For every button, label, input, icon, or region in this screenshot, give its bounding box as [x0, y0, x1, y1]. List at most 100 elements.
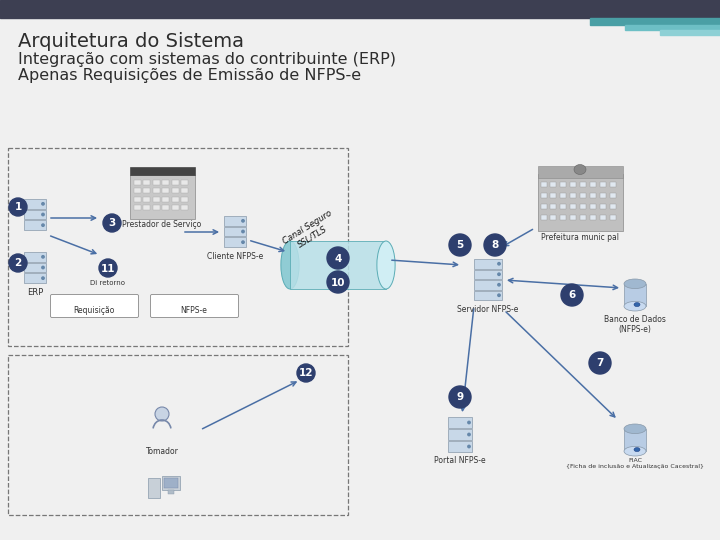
Bar	[624, 284, 646, 306]
Bar	[24, 262, 46, 272]
Text: Portal NFPS-e: Portal NFPS-e	[434, 456, 486, 465]
Text: ERP: ERP	[27, 288, 43, 297]
Bar	[143, 188, 150, 193]
Circle shape	[9, 198, 27, 216]
Bar	[143, 180, 150, 185]
Bar	[162, 205, 169, 211]
Bar	[171, 188, 179, 193]
Bar	[580, 215, 586, 220]
Bar	[600, 193, 606, 198]
Circle shape	[42, 213, 44, 215]
Bar	[168, 490, 174, 494]
Bar	[625, 25, 720, 30]
Bar	[181, 205, 188, 211]
Bar	[24, 252, 46, 262]
Bar	[171, 180, 179, 185]
Bar	[171, 197, 179, 202]
Bar	[133, 197, 140, 202]
Text: Canal Seguro
SSL/TLS: Canal Seguro SSL/TLS	[281, 209, 339, 255]
Text: 10: 10	[330, 278, 346, 287]
Text: 2: 2	[14, 259, 22, 268]
Text: 5: 5	[456, 240, 464, 251]
Circle shape	[42, 202, 44, 205]
Bar	[143, 197, 150, 202]
Bar	[474, 280, 502, 289]
Circle shape	[42, 224, 44, 226]
Bar	[24, 273, 46, 283]
Circle shape	[103, 214, 121, 232]
Bar	[153, 188, 160, 193]
Bar	[153, 180, 160, 185]
Bar	[181, 180, 188, 185]
Text: Prefeitura munic pal: Prefeitura munic pal	[541, 233, 619, 242]
Bar	[224, 227, 246, 237]
Text: Cliente NFPS-e: Cliente NFPS-e	[207, 252, 263, 261]
Text: 3: 3	[109, 219, 116, 228]
Text: 6: 6	[568, 291, 575, 300]
Bar	[550, 193, 557, 198]
Bar	[181, 197, 188, 202]
Bar	[8, 355, 348, 515]
Bar	[171, 205, 179, 211]
Bar	[133, 188, 140, 193]
Bar	[474, 291, 502, 300]
Circle shape	[242, 241, 244, 244]
Bar	[660, 30, 720, 35]
Circle shape	[468, 421, 470, 424]
Circle shape	[99, 259, 117, 277]
Bar	[624, 429, 646, 451]
Circle shape	[242, 220, 244, 222]
Bar	[610, 181, 616, 186]
Ellipse shape	[624, 301, 646, 311]
Circle shape	[498, 284, 500, 286]
Bar	[550, 215, 557, 220]
Bar	[224, 238, 246, 247]
Bar	[24, 210, 46, 219]
Circle shape	[498, 294, 500, 296]
Bar	[600, 204, 606, 209]
Bar	[570, 193, 576, 198]
Bar	[550, 204, 557, 209]
Bar	[181, 188, 188, 193]
Bar	[610, 193, 616, 198]
Text: Prestador de Serviço: Prestador de Serviço	[122, 220, 202, 229]
Text: 1: 1	[14, 202, 22, 213]
Circle shape	[449, 386, 471, 408]
Bar	[164, 478, 178, 488]
Circle shape	[449, 234, 471, 256]
Bar	[570, 181, 576, 186]
Bar	[162, 188, 169, 193]
Circle shape	[468, 433, 470, 436]
Circle shape	[297, 364, 315, 382]
Circle shape	[42, 255, 44, 258]
Bar	[580, 193, 586, 198]
Circle shape	[589, 352, 611, 374]
Bar	[8, 148, 348, 346]
Bar	[600, 215, 606, 220]
Circle shape	[42, 266, 44, 269]
Bar	[570, 215, 576, 220]
Ellipse shape	[624, 447, 646, 456]
Text: 7: 7	[596, 359, 603, 368]
Text: 4: 4	[334, 253, 342, 264]
Ellipse shape	[281, 241, 299, 289]
Bar	[448, 441, 472, 452]
Bar	[448, 429, 472, 440]
Bar	[148, 478, 160, 498]
Bar	[0, 0, 720, 18]
Text: Apenas Requisições de Emissão de NFPS-e: Apenas Requisições de Emissão de NFPS-e	[18, 68, 361, 83]
Bar	[474, 259, 502, 268]
Bar	[550, 181, 557, 186]
FancyBboxPatch shape	[150, 294, 238, 318]
Bar	[600, 181, 606, 186]
Bar	[162, 180, 169, 185]
Bar	[24, 220, 46, 230]
Bar	[474, 269, 502, 279]
Circle shape	[484, 234, 506, 256]
Text: Requisição: Requisição	[73, 306, 114, 315]
Bar	[538, 165, 623, 178]
Text: Di retorno: Di retorno	[91, 280, 125, 286]
Bar	[590, 193, 596, 198]
Text: FIAC
{Ficha de inclusão e Atualização Cacestral}: FIAC {Ficha de inclusão e Atualização Ca…	[566, 458, 704, 469]
Ellipse shape	[624, 279, 646, 288]
